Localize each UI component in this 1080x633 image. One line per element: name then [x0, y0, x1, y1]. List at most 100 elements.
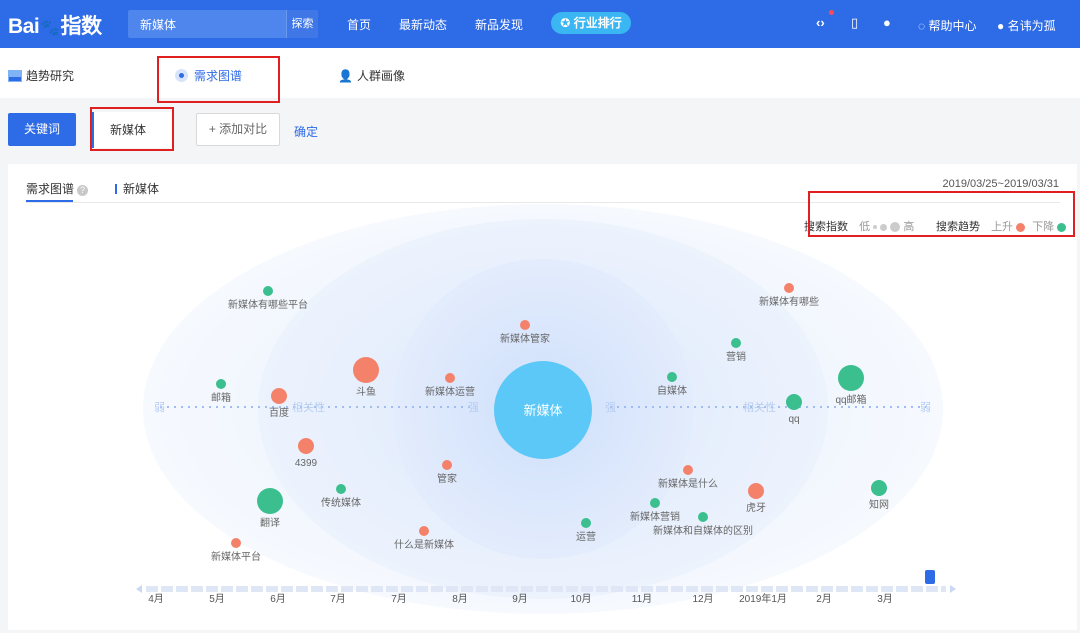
top-nav-bar: Bai🐾du指数 探索 首页 最新动态 新品发现 ✪ 行业排行 ‹› ▯ ● ◌…: [0, 0, 1080, 48]
paw-icon: 🐾: [40, 20, 60, 37]
node-label[interactable]: 翻译: [260, 517, 280, 529]
node-label[interactable]: 运营: [576, 530, 596, 543]
mobile-icon[interactable]: ▯: [851, 15, 859, 30]
search-index-legend: 搜索指数 低 高: [804, 218, 914, 234]
highlight-keyword: [90, 107, 174, 151]
date-range[interactable]: 2019/03/25~2019/03/31: [942, 178, 1059, 190]
timeline-label[interactable]: 11月: [632, 593, 652, 605]
timeline-label[interactable]: 4月: [148, 593, 164, 605]
tab-demand-graph[interactable]: 需求图谱: [175, 67, 242, 84]
node-bubble[interactable]: [353, 357, 379, 383]
timeline-label[interactable]: 12月: [692, 593, 713, 605]
node-label[interactable]: 新媒体有哪些平台: [228, 298, 308, 311]
node-label[interactable]: 新媒体运营: [425, 385, 475, 398]
nav-latest[interactable]: 最新动态: [399, 18, 448, 32]
timeline-handle[interactable]: [925, 570, 935, 584]
node-label[interactable]: 管家: [437, 472, 457, 485]
legend-size-small: [873, 225, 878, 230]
panel-tab-demand[interactable]: 需求图谱?: [26, 180, 89, 197]
node-bubble[interactable]: [698, 512, 708, 522]
legend-size-medium: [880, 223, 888, 231]
center-keyword-label: 新媒体: [523, 403, 562, 418]
node-bubble[interactable]: [263, 286, 273, 296]
node-label[interactable]: 传统媒体: [321, 496, 361, 509]
wechat-icon[interactable]: ●: [883, 15, 891, 30]
node-bubble[interactable]: [838, 365, 864, 391]
node-bubble[interactable]: [520, 320, 530, 330]
timeline-label[interactable]: 2月: [816, 593, 832, 605]
node-bubble[interactable]: [271, 388, 287, 404]
user-name: 名讳为孤: [1007, 19, 1056, 33]
node-bubble[interactable]: [748, 483, 764, 499]
node-bubble[interactable]: [650, 498, 660, 508]
keyword-chip[interactable]: 新媒体: [92, 112, 172, 148]
node-bubble[interactable]: [257, 488, 283, 514]
timeline-label[interactable]: 7月: [391, 593, 407, 605]
user-group-icon: 👤: [338, 69, 353, 83]
center-keyword-bubble[interactable]: [494, 361, 592, 459]
user-menu[interactable]: ● 名讳为孤: [997, 17, 1056, 34]
timeline-right-arrow[interactable]: [950, 585, 956, 593]
industry-rank-button[interactable]: ✪ 行业排行: [551, 12, 631, 34]
baidu-index-logo[interactable]: Bai🐾du指数: [8, 10, 102, 40]
timeline-left-arrow[interactable]: [136, 585, 142, 593]
node-label[interactable]: 营销: [726, 350, 746, 363]
add-compare-button[interactable]: + 添加对比: [196, 113, 280, 146]
node-label[interactable]: 虎牙: [746, 502, 766, 514]
node-bubble[interactable]: [871, 480, 887, 496]
node-bubble[interactable]: [731, 338, 741, 348]
diamond-icon[interactable]: ‹›: [816, 15, 825, 30]
node-label[interactable]: 什么是新媒体: [394, 538, 454, 551]
node-bubble[interactable]: [336, 484, 346, 494]
node-label[interactable]: 4399: [295, 458, 318, 469]
help-icon[interactable]: ?: [77, 185, 89, 196]
timeline-label[interactable]: 5月: [209, 593, 225, 605]
nav-new-products[interactable]: 新品发现: [475, 18, 524, 32]
node-label[interactable]: 新媒体营销: [630, 510, 680, 523]
timeline-label[interactable]: 7月: [330, 593, 346, 605]
timeline-label[interactable]: 10月: [570, 593, 591, 605]
node-bubble[interactable]: [786, 394, 802, 410]
timeline-label[interactable]: 2019年1月: [739, 592, 787, 605]
axis-weak-right: 弱: [920, 401, 931, 414]
tab-trend-research[interactable]: 趋势研究: [8, 67, 74, 84]
tab-crowd-portrait[interactable]: 👤 人群画像: [338, 67, 405, 84]
node-bubble[interactable]: [419, 526, 429, 536]
node-label[interactable]: 百度: [269, 406, 289, 419]
keyword-button[interactable]: 关键词: [8, 113, 76, 146]
search-button[interactable]: 探索: [286, 10, 318, 38]
node-label[interactable]: 斗鱼: [356, 385, 376, 398]
node-bubble[interactable]: [683, 465, 693, 475]
search-input[interactable]: [128, 10, 283, 38]
node-bubble[interactable]: [784, 283, 794, 293]
timeline-label[interactable]: 3月: [877, 593, 893, 605]
rank-icon: ✪: [560, 16, 571, 30]
node-label[interactable]: 新媒体是什么: [658, 477, 718, 490]
timeline-label[interactable]: 9月: [512, 593, 528, 605]
node-label[interactable]: 自媒体: [657, 384, 687, 397]
node-label[interactable]: 邮箱: [211, 391, 231, 404]
help-center-link[interactable]: ◌ 帮助中心: [918, 17, 977, 34]
node-label[interactable]: qq: [788, 414, 799, 425]
node-label[interactable]: qq邮箱: [835, 393, 866, 406]
node-label[interactable]: 新媒体有哪些: [759, 295, 819, 308]
node-label[interactable]: 知网: [869, 498, 889, 511]
nav-home[interactable]: 首页: [347, 18, 372, 32]
timeline-labels: 4月 5月 6月 7月 7月 8月 9月 10月 11月 12月 2019年1月 2月 3月: [148, 592, 893, 605]
node-bubble[interactable]: [445, 373, 455, 383]
node-bubble[interactable]: [216, 379, 226, 389]
confirm-button[interactable]: 确定: [294, 125, 319, 139]
node-label[interactable]: 新媒体和自媒体的区别: [653, 524, 753, 537]
industry-rank-label: 行业排行: [573, 16, 622, 30]
node-label[interactable]: 新媒体平台: [211, 550, 261, 563]
node-bubble[interactable]: [298, 438, 314, 454]
timeline-label[interactable]: 8月: [452, 593, 468, 605]
node-bubble[interactable]: [581, 518, 591, 528]
node-bubble[interactable]: [442, 460, 452, 470]
node-bubble[interactable]: [667, 372, 677, 382]
node-label[interactable]: 新媒体管家: [500, 332, 550, 345]
legend-size-large: [890, 222, 901, 233]
timeline-label[interactable]: 6月: [270, 593, 286, 605]
search-box: 探索: [128, 10, 318, 38]
node-bubble[interactable]: [231, 538, 241, 548]
